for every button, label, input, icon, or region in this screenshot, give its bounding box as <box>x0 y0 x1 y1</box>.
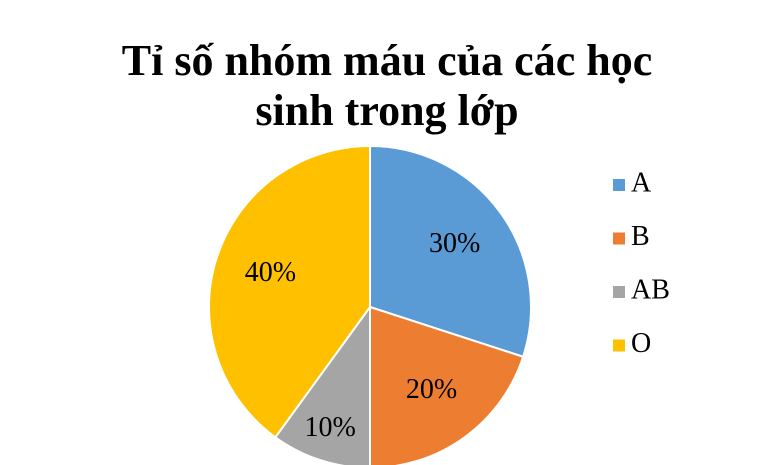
data-label: 40% <box>245 257 296 288</box>
legend-label: B <box>631 221 650 252</box>
data-label: 20% <box>406 374 457 405</box>
legend-swatch <box>613 339 625 352</box>
data-label: 10% <box>305 412 356 443</box>
legend-swatch <box>613 286 625 298</box>
pie-slice <box>369 144 532 359</box>
legend-label: O <box>631 328 651 359</box>
data-label: 30% <box>429 228 480 259</box>
pie-slice <box>369 305 525 465</box>
legend-label: AB <box>631 274 670 305</box>
chart-title: Tỉ số nhóm máu của các học sinh trong lớ… <box>121 36 653 135</box>
pie-slice <box>273 303 371 465</box>
legend-swatch <box>613 179 625 191</box>
legend-label: A <box>631 167 652 198</box>
legend-swatch <box>613 232 625 245</box>
pie-slice <box>208 144 371 439</box>
